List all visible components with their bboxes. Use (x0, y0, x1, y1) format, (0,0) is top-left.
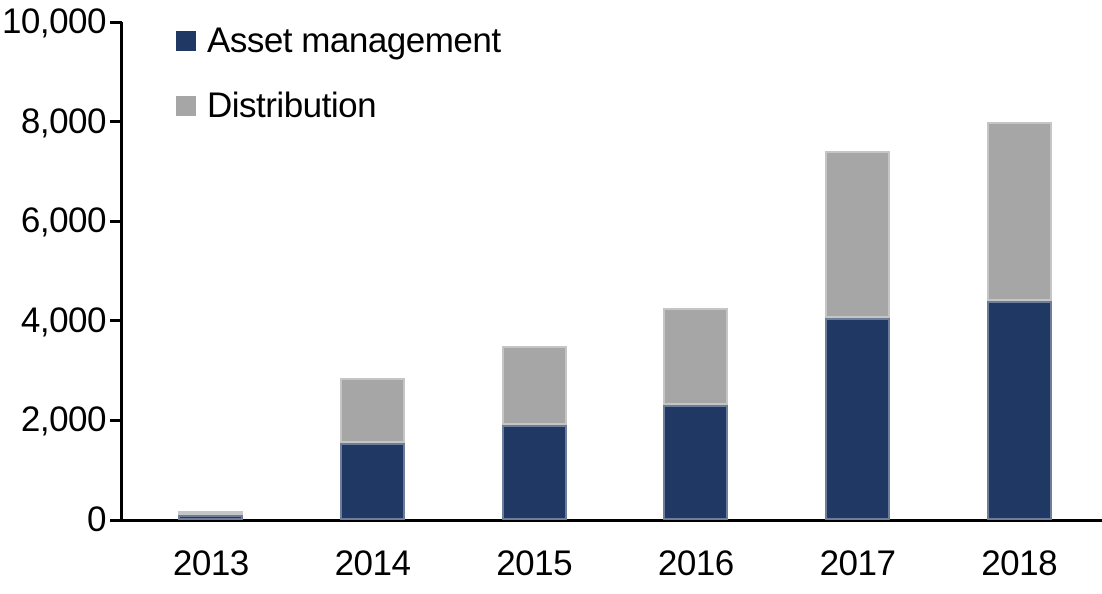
y-axis-tick-label: 2,000 (20, 400, 107, 440)
legend-item: Distribution (176, 86, 501, 125)
chart-legend: Asset management Distribution (176, 21, 501, 151)
y-axis-tick-label: 0 (87, 500, 106, 539)
y-axis-tick (110, 518, 122, 522)
legend-item: Asset management (176, 21, 501, 60)
bar-segment-asset-management (501, 425, 567, 520)
x-axis-category-label: 2018 (981, 544, 1058, 583)
bar-segment-distribution (501, 345, 567, 426)
legend-swatch-icon (176, 95, 196, 116)
legend-item-label: Asset management (207, 20, 501, 60)
y-axis-tick (110, 319, 122, 323)
legend-item-label: Distribution (207, 85, 377, 125)
y-axis-tick-label: 4,000 (20, 300, 107, 340)
x-axis-category-label: 2016 (657, 544, 734, 583)
bar-segment-asset-management (178, 515, 244, 520)
bar-segment-asset-management (663, 405, 729, 520)
x-axis-category-label: 2015 (496, 544, 573, 583)
bar-segment-asset-management (825, 318, 890, 520)
y-axis-tick (110, 120, 122, 124)
bar-segment-asset-management (340, 442, 405, 520)
x-axis-category-label: 2013 (172, 544, 249, 583)
x-axis-category-label: 2017 (819, 544, 896, 583)
y-axis-tick-label: 6,000 (20, 201, 107, 241)
y-axis-tick-label: 10,000 (1, 2, 107, 41)
bar-segment-distribution (825, 151, 890, 319)
x-axis-line (120, 518, 1102, 522)
y-axis-tick-label: 8,000 (20, 101, 107, 141)
x-axis-category-label: 2014 (334, 544, 411, 583)
bar-segment-distribution (178, 510, 244, 515)
y-axis-tick (110, 219, 122, 223)
legend-swatch-icon (176, 30, 196, 51)
y-axis-tick (110, 418, 122, 422)
bar-segment-distribution (663, 308, 729, 406)
bar-segment-distribution (340, 378, 405, 443)
y-axis-line (120, 22, 123, 522)
bar-segment-distribution (986, 121, 1052, 301)
bar-segment-asset-management (986, 300, 1052, 520)
y-axis-tick (110, 20, 122, 24)
